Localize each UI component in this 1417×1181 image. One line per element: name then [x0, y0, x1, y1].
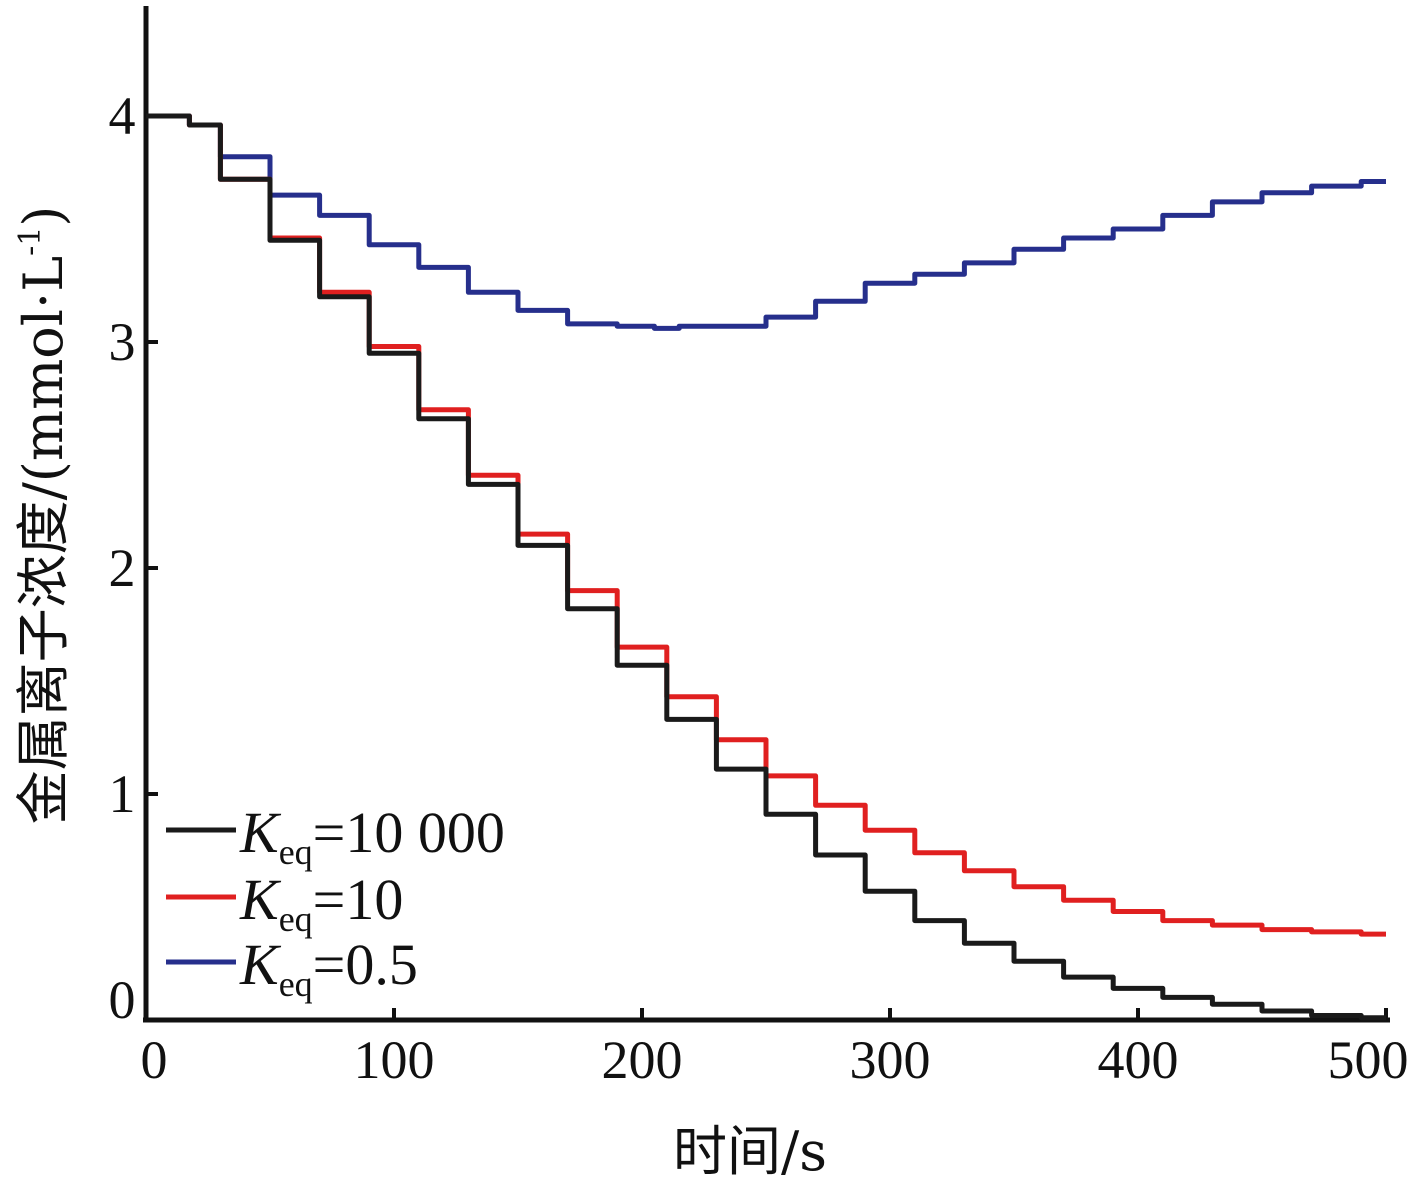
- x-tick-label: 100: [354, 1030, 435, 1090]
- legend-label: Keq=0.5: [239, 932, 418, 1004]
- x-axis-title: 时间/s: [673, 1120, 827, 1181]
- y-tick-label: 3: [109, 312, 136, 372]
- x-tick-label: 500: [1328, 1030, 1409, 1090]
- y-tick-label: 0: [109, 970, 136, 1030]
- series-lines: [146, 113, 1386, 1021]
- y-tick-label: 1: [109, 764, 136, 824]
- x-axis-ticks: 0 100 200 300 400 500: [141, 1008, 1409, 1090]
- y-tick-label: 4: [109, 86, 136, 146]
- x-tick-label: 200: [602, 1030, 683, 1090]
- legend-label: Keq=10 000: [239, 800, 505, 872]
- x-tick-label: 300: [850, 1030, 931, 1090]
- y-axis-title: 金属离子浓度/(mmol·L-1): [12, 206, 75, 825]
- legend-label: Keq=10: [239, 867, 403, 939]
- y-tick-label: 2: [109, 538, 136, 598]
- series-line-0: [146, 113, 1386, 1021]
- x-tick-label: 400: [1098, 1030, 1179, 1090]
- series-line-2: [146, 113, 1386, 331]
- y-axis-ticks: 0 1 2 3 4: [109, 86, 158, 1030]
- x-tick-label: 0: [141, 1030, 168, 1090]
